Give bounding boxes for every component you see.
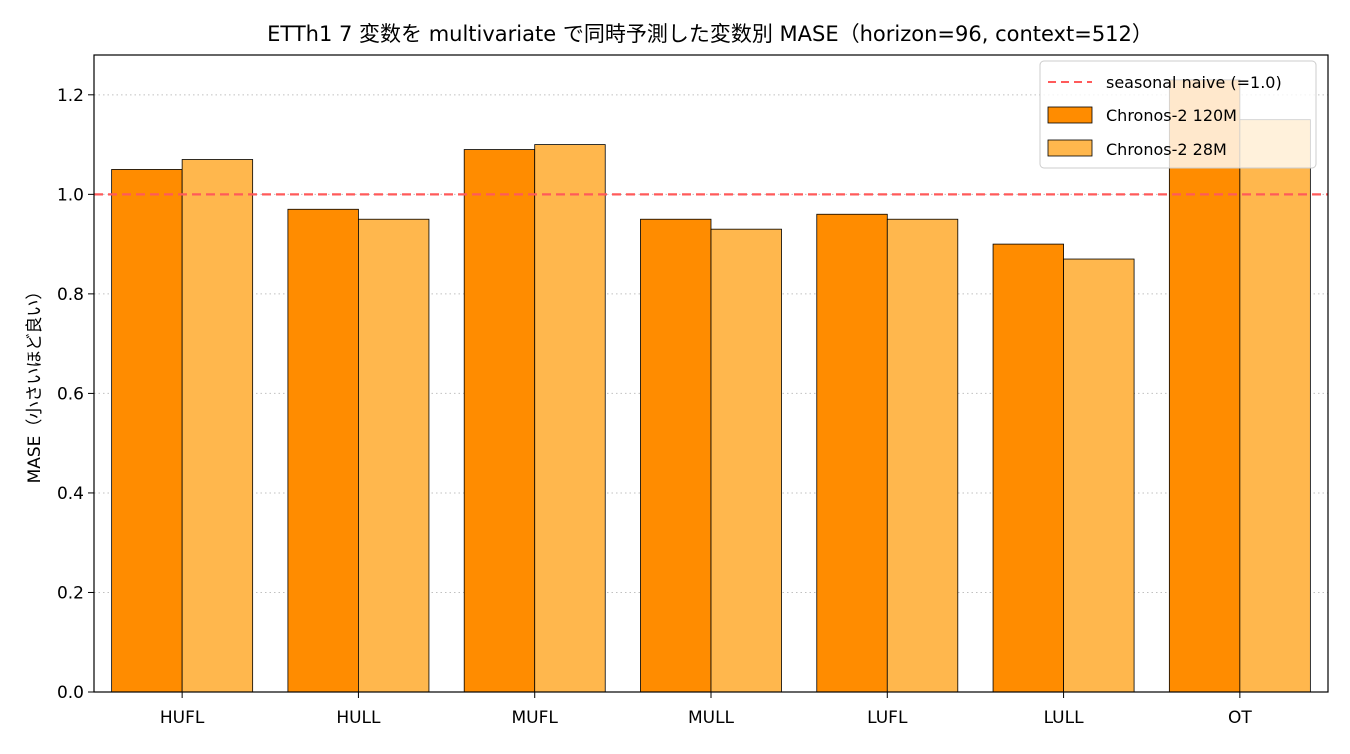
y-tick-label: 1.0 (57, 185, 84, 205)
bar (816, 213, 888, 693)
bar (463, 149, 536, 693)
legend-reference-label: seasonal naive (=1.0) (1106, 73, 1282, 92)
y-tick-label: 1.2 (57, 86, 84, 106)
legend-series-0-label: Chronos-2 120M (1106, 106, 1237, 125)
bar (534, 144, 606, 693)
legend-series-0-swatch (1047, 106, 1093, 124)
y-ticks-layer: 0.0 0.2 0.4 0.6 0.8 1.0 1.2 (57, 86, 94, 703)
y-tick-label: 0.6 (57, 384, 84, 404)
bar (886, 218, 959, 693)
legend: seasonal naive (=1.0) Chronos-2 120M Chr… (1039, 60, 1317, 169)
y-axis-label: MASE（小さいほど良い） (25, 283, 45, 484)
x-ticks-layer: HUFL HULL MUFL MULL LUFL LULL OT (160, 692, 1252, 728)
x-tick-label: OT (1228, 708, 1252, 728)
x-tick-label: HUFL (160, 708, 205, 728)
x-tick-label: LULL (1044, 708, 1085, 728)
x-tick-label: MUFL (512, 708, 559, 728)
bar (1168, 79, 1241, 693)
x-tick-label: LUFL (867, 708, 908, 728)
bar (640, 218, 712, 693)
bar (358, 218, 430, 693)
bar (181, 159, 254, 693)
y-tick-label: 0.2 (57, 583, 84, 603)
legend-box (1039, 60, 1317, 169)
y-tick-label: 0.8 (57, 285, 84, 305)
bar (111, 169, 183, 693)
chart-title: ETTh1 7 変数を multivariate で同時予測した変数別 MASE… (267, 22, 1153, 46)
x-tick-label: HULL (336, 708, 381, 728)
y-tick-label: 0.0 (57, 683, 84, 703)
y-tick-label: 0.4 (57, 484, 84, 504)
legend-series-1-label: Chronos-2 28M (1106, 140, 1227, 159)
bar (287, 208, 359, 693)
bars-layer (111, 79, 1311, 693)
legend-series-1-swatch (1047, 139, 1093, 157)
bar (1239, 119, 1311, 693)
bar (992, 243, 1064, 693)
x-tick-label: MULL (688, 708, 735, 728)
bar (1063, 258, 1135, 693)
bar (710, 228, 782, 693)
